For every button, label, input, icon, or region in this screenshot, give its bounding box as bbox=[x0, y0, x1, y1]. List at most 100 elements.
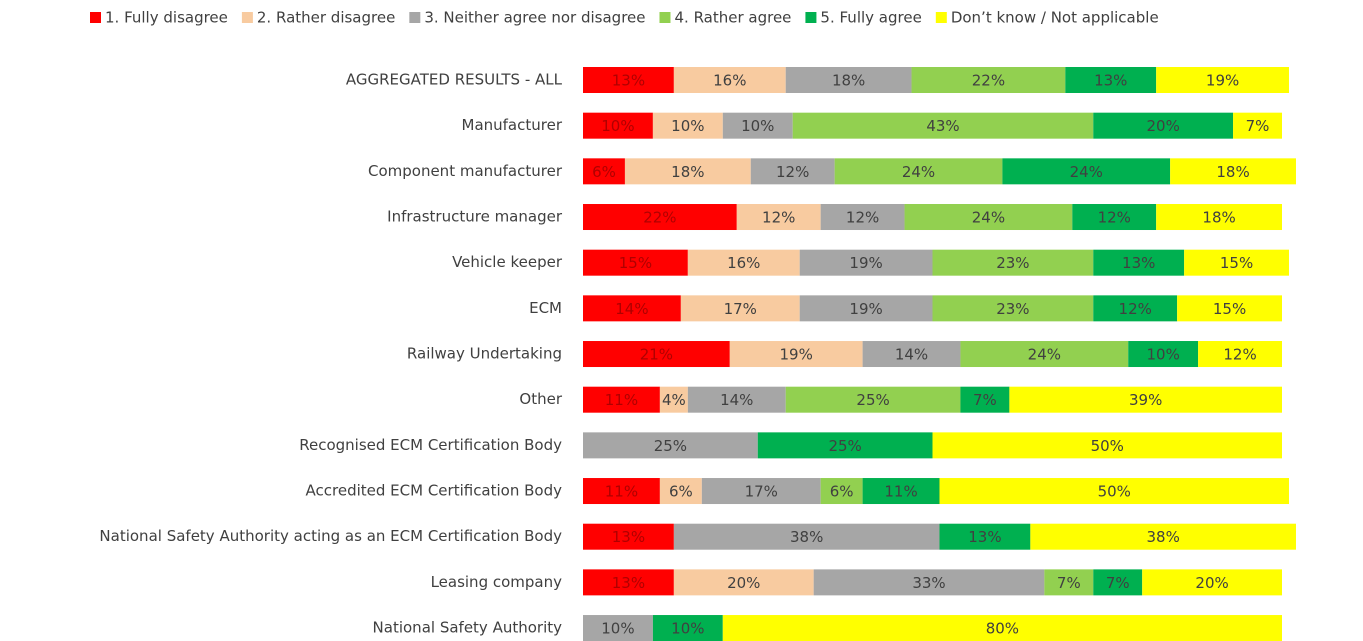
bar-segment bbox=[729, 341, 863, 368]
value-label: 18% bbox=[1202, 209, 1235, 227]
bar-segment bbox=[1093, 112, 1234, 139]
value-label: 15% bbox=[1213, 300, 1246, 318]
bar-segment bbox=[687, 386, 786, 413]
value-label: 12% bbox=[762, 209, 795, 227]
value-label: 13% bbox=[1094, 72, 1127, 90]
bar-segment bbox=[680, 295, 800, 322]
bar-segment bbox=[624, 158, 751, 185]
bar-segment bbox=[862, 478, 940, 505]
value-label: 7% bbox=[1106, 574, 1130, 592]
bar-segment bbox=[862, 341, 961, 368]
bar-segment bbox=[932, 432, 1282, 459]
bar-segment bbox=[939, 523, 1031, 550]
value-label: 10% bbox=[671, 117, 704, 135]
value-label: 14% bbox=[720, 391, 753, 409]
legend-swatch bbox=[935, 12, 947, 23]
bar-segment bbox=[939, 478, 1289, 505]
category-label: Infrastructure manager bbox=[387, 208, 563, 226]
category-label: Manufacturer bbox=[462, 116, 563, 134]
value-label: 12% bbox=[1223, 346, 1256, 364]
value-label: 38% bbox=[790, 528, 823, 546]
bar-segment bbox=[960, 386, 1010, 413]
legend-swatch bbox=[409, 12, 421, 23]
value-label: 12% bbox=[846, 209, 879, 227]
value-label: 6% bbox=[830, 483, 854, 501]
value-label: 13% bbox=[612, 528, 645, 546]
bar-segment bbox=[583, 204, 737, 231]
value-label: 50% bbox=[1091, 437, 1124, 455]
legend-label: 4. Rather agree bbox=[674, 9, 791, 27]
value-label: 15% bbox=[1220, 254, 1253, 272]
value-label: 11% bbox=[605, 483, 638, 501]
value-label: 13% bbox=[612, 72, 645, 90]
bar-segment bbox=[1128, 341, 1199, 368]
bar-segment bbox=[583, 569, 674, 596]
value-label: 24% bbox=[1070, 163, 1103, 181]
bar-segment bbox=[1233, 112, 1282, 139]
value-label: 10% bbox=[1146, 346, 1179, 364]
bar-segment bbox=[673, 523, 940, 550]
value-label: 19% bbox=[1206, 72, 1239, 90]
value-label: 10% bbox=[671, 620, 704, 638]
value-label: 21% bbox=[640, 346, 673, 364]
value-label: 25% bbox=[654, 437, 687, 455]
value-label: 6% bbox=[669, 483, 693, 501]
value-label: 80% bbox=[986, 620, 1019, 638]
value-label: 7% bbox=[1246, 117, 1270, 135]
category-label: Leasing company bbox=[431, 573, 563, 591]
value-label: 38% bbox=[1146, 528, 1179, 546]
bar-segment bbox=[1009, 386, 1282, 413]
category-label: National Safety Authority acting as an E… bbox=[99, 527, 562, 545]
value-label: 10% bbox=[601, 620, 634, 638]
value-label: 19% bbox=[849, 254, 882, 272]
value-label: 22% bbox=[643, 209, 676, 227]
bar-segment bbox=[673, 67, 786, 93]
value-label: 23% bbox=[996, 254, 1029, 272]
bar-segment bbox=[583, 295, 681, 322]
legend-label: 1. Fully disagree bbox=[105, 9, 228, 27]
bar-segment bbox=[1065, 67, 1157, 93]
value-label: 24% bbox=[972, 209, 1005, 227]
value-label: 17% bbox=[724, 300, 757, 318]
bar-segment bbox=[583, 158, 625, 185]
legend-label: 2. Rather disagree bbox=[257, 9, 395, 27]
value-label: 17% bbox=[745, 483, 778, 501]
value-label: 43% bbox=[926, 117, 959, 135]
bar-segment bbox=[750, 158, 835, 185]
value-label: 10% bbox=[741, 117, 774, 135]
bar-segment bbox=[799, 295, 933, 322]
bar-segment bbox=[1044, 569, 1094, 596]
bar-segment bbox=[1198, 341, 1282, 368]
bar-segment bbox=[792, 112, 1094, 139]
category-label: Recognised ECM Certification Body bbox=[299, 436, 562, 454]
bar-segment bbox=[583, 432, 758, 459]
value-label: 16% bbox=[713, 72, 746, 90]
bar-segment bbox=[757, 432, 933, 459]
value-label: 18% bbox=[1216, 163, 1249, 181]
bar-segment bbox=[904, 204, 1073, 231]
bar-segment bbox=[736, 204, 821, 231]
bar-segment bbox=[911, 67, 1066, 93]
bar-segment bbox=[583, 386, 660, 413]
bar-segment bbox=[932, 295, 1094, 322]
bar-segment bbox=[583, 112, 653, 139]
bar-segment bbox=[960, 341, 1129, 368]
value-label: 20% bbox=[1146, 117, 1179, 135]
bar-segment bbox=[1184, 249, 1289, 276]
value-label: 39% bbox=[1129, 391, 1162, 409]
bar-segment bbox=[1156, 67, 1289, 93]
bar-segment bbox=[1093, 295, 1178, 322]
value-label: 7% bbox=[1057, 574, 1081, 592]
value-label: 22% bbox=[972, 72, 1005, 90]
category-label: Railway Undertaking bbox=[407, 345, 562, 363]
bar-segment bbox=[583, 341, 730, 368]
bar-segment bbox=[659, 478, 702, 505]
category-label: AGGREGATED RESULTS - ALL bbox=[346, 71, 563, 89]
value-label: 24% bbox=[902, 163, 935, 181]
legend-swatch bbox=[659, 12, 671, 23]
category-label: Accredited ECM Certification Body bbox=[306, 482, 563, 500]
legend-label: Don’t know / Not applicable bbox=[951, 9, 1159, 27]
bar-segment bbox=[834, 158, 1003, 185]
bar-segment bbox=[1142, 569, 1282, 596]
